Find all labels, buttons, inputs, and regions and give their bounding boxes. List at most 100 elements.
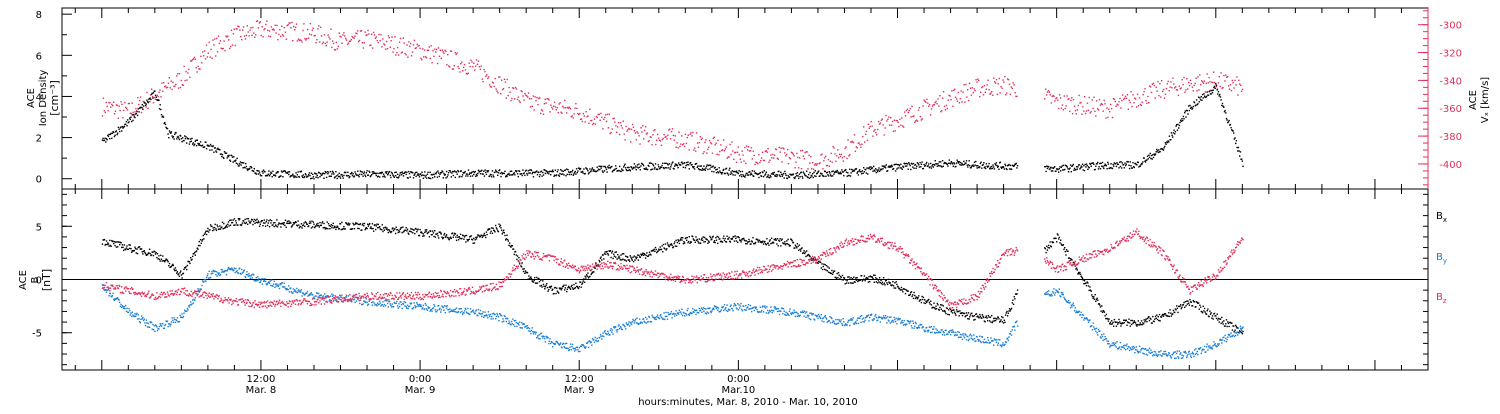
density-series-point	[389, 171, 390, 172]
density-series-point	[795, 176, 796, 177]
velocity-series-point	[1104, 103, 1105, 104]
density-series-point	[467, 174, 468, 175]
bx-series-point	[608, 254, 609, 255]
bx-series-point	[173, 265, 174, 266]
density-series-point	[301, 171, 302, 172]
bx-series-point	[650, 254, 651, 255]
velocity-series-point	[1048, 90, 1049, 91]
bx-series-point	[258, 222, 259, 223]
velocity-series-point	[1204, 80, 1205, 81]
density-series-point	[262, 172, 263, 173]
bx-series-point	[661, 249, 662, 250]
velocity-series-point	[1016, 96, 1017, 97]
bx-series-point	[153, 255, 154, 256]
bx-series-point	[632, 260, 633, 261]
density-series-point	[1087, 165, 1088, 166]
density-series-point	[1173, 132, 1174, 133]
density-series-point	[561, 170, 562, 171]
density-series-point	[542, 172, 543, 173]
density-series-point	[686, 162, 687, 163]
top-y2-tick-label: -300	[1439, 21, 1462, 32]
bx-series-point	[129, 248, 130, 249]
bx-series-point	[186, 269, 187, 270]
bx-series-point	[374, 224, 375, 225]
bx-series-point	[319, 226, 320, 227]
velocity-series-point	[976, 81, 977, 82]
bx-series-point	[527, 272, 528, 273]
bx-series-point	[492, 233, 493, 234]
velocity-series-point	[1175, 86, 1176, 87]
density-series-point	[761, 176, 762, 177]
bx-series-point	[463, 235, 464, 236]
bx-series-point	[703, 241, 704, 242]
velocity-series-point	[1207, 73, 1208, 74]
by-series-point	[135, 316, 136, 317]
velocity-series-point	[884, 127, 885, 128]
density-series-point	[191, 141, 192, 142]
bx-series-point	[1094, 299, 1095, 300]
velocity-series-point	[982, 86, 983, 87]
density-series-point	[665, 163, 666, 164]
bx-series-point	[924, 299, 925, 300]
density-series-point	[917, 163, 918, 164]
bx-series-point	[444, 233, 445, 234]
bx-series-point	[561, 289, 562, 290]
velocity-series-point	[569, 107, 570, 108]
bx-series-point	[634, 259, 635, 260]
bx-series-point	[417, 229, 418, 230]
bx-series-point	[447, 237, 448, 238]
density-series-point	[390, 177, 391, 178]
density-series-point	[278, 171, 279, 172]
density-series-point	[514, 174, 515, 175]
velocity-series-point	[348, 43, 349, 44]
density-series-point	[555, 170, 556, 171]
velocity-series-point	[863, 126, 864, 127]
density-series-point	[963, 164, 964, 165]
velocity-series-point	[515, 87, 516, 88]
velocity-series-point	[1092, 108, 1093, 109]
density-series-point	[773, 174, 774, 175]
velocity-series-point	[922, 118, 923, 119]
density-series-point	[866, 172, 867, 173]
density-series-point	[1156, 149, 1157, 150]
density-series-point	[110, 133, 111, 134]
bx-series-point	[158, 258, 159, 259]
velocity-series-point	[227, 36, 228, 37]
bx-series-point	[850, 277, 851, 278]
bx-series-point	[190, 257, 191, 258]
bx-series-point	[1187, 303, 1188, 304]
by-series-point	[167, 321, 168, 322]
velocity-series-point	[1208, 77, 1209, 78]
x-tick-date-label: Mar. 9	[564, 385, 595, 396]
by-series-point	[128, 308, 129, 309]
density-series-point	[457, 174, 458, 175]
density-series-point	[333, 173, 334, 174]
bx-series-point	[872, 278, 873, 279]
bx-series-point	[122, 247, 123, 248]
density-series-point	[727, 173, 728, 174]
by-series-point	[160, 323, 161, 324]
velocity-series-point	[439, 56, 440, 57]
density-series-point	[232, 161, 233, 162]
density-series-point	[654, 167, 655, 168]
density-series-point	[780, 176, 781, 177]
density-series-point	[127, 119, 128, 120]
bx-series-point	[1225, 323, 1226, 324]
bx-series-point	[1146, 318, 1147, 319]
bx-series-point	[1167, 316, 1168, 317]
velocity-series-point	[483, 69, 484, 70]
velocity-series-point	[1116, 106, 1117, 107]
bx-series-point	[565, 285, 566, 286]
density-series-point	[539, 174, 540, 175]
bx-series-point	[349, 223, 350, 224]
by-series-point	[146, 319, 147, 320]
density-series-point	[379, 176, 380, 177]
bx-series-point	[174, 270, 175, 271]
velocity-series-point	[461, 62, 462, 63]
density-series-point	[205, 142, 206, 143]
bx-series-point	[317, 223, 318, 224]
velocity-series-point	[914, 122, 915, 123]
bx-series-point	[392, 227, 393, 228]
density-series-point	[1116, 162, 1117, 163]
density-series-point	[840, 172, 841, 173]
